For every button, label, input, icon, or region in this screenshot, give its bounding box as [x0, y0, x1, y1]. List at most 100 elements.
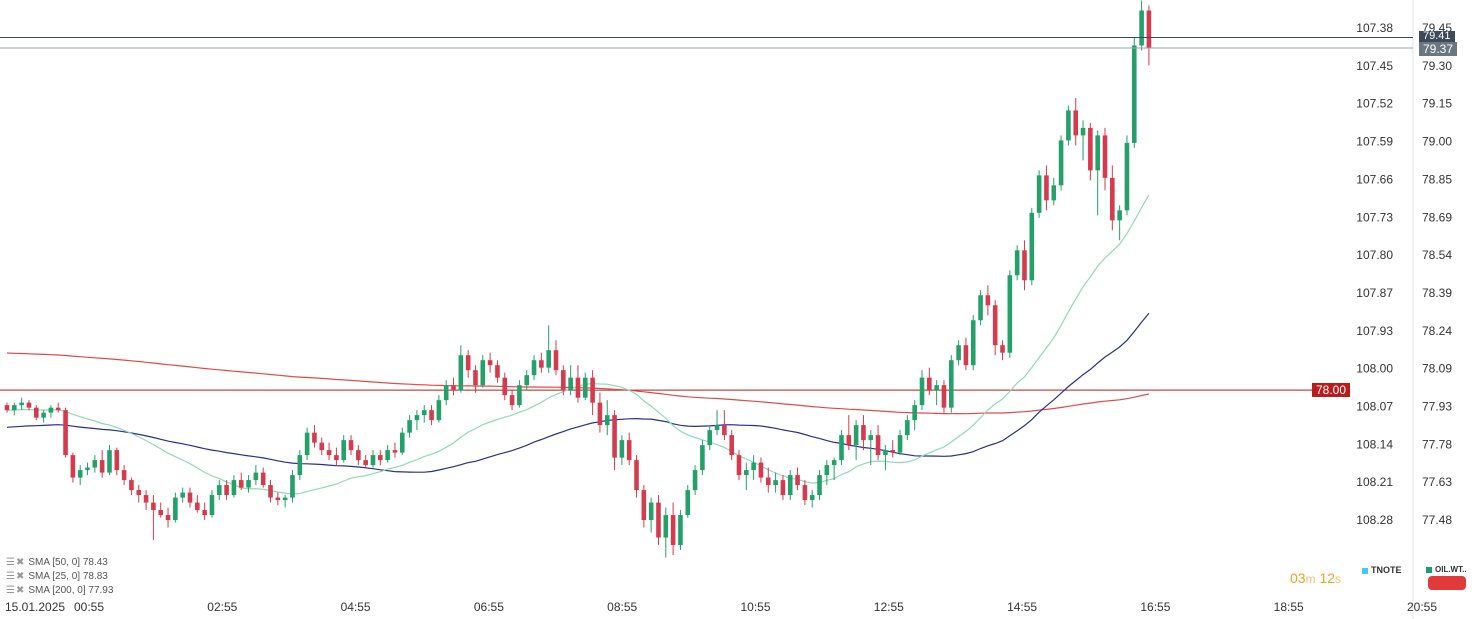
right-axis-tick: 77.93 [1422, 400, 1452, 414]
bearish-candle [1088, 127, 1093, 171]
bearish-candle [473, 370, 478, 386]
tnote-swatch [1362, 567, 1368, 574]
sma-50-legend[interactable]: ☰✖ SMA [50, 0] 78.43 [6, 557, 108, 569]
bullish-candle [700, 445, 705, 471]
legend-menu-icon[interactable]: ☰✖ [6, 571, 26, 582]
bullish-candle [1014, 250, 1020, 276]
bearish-candle [597, 402, 603, 426]
bearish-candle [312, 432, 317, 443]
bullish-candle [458, 355, 464, 391]
bearish-candle [670, 515, 676, 546]
bearish-candle [348, 440, 354, 451]
bearish-candle [553, 350, 559, 371]
bullish-candle [707, 430, 713, 446]
bullish-candle [714, 425, 720, 431]
bullish-candle [919, 377, 925, 406]
right-axis-tick: 78.09 [1422, 362, 1452, 376]
bullish-candle [341, 440, 347, 461]
bearish-candle [626, 440, 632, 461]
bullish-candle [304, 432, 310, 456]
bearish-candle [392, 450, 398, 453]
bullish-candle [1029, 212, 1035, 281]
bullish-candle [883, 450, 888, 456]
bearish-candle [195, 502, 200, 511]
bearish-candle [465, 355, 471, 371]
x-axis-tick: 16:55 [1140, 600, 1170, 614]
bearish-candle [143, 495, 149, 503]
bearish-candle [495, 365, 500, 378]
bullish-candle [619, 440, 625, 458]
bearish-candle [1022, 250, 1027, 281]
bullish-candle [173, 497, 178, 521]
bearish-candle [985, 295, 991, 306]
bearish-candle [963, 345, 969, 366]
bearish-candle [99, 460, 105, 473]
right-axis-tick: 78.39 [1422, 286, 1452, 300]
bullish-candle [1080, 127, 1086, 136]
left-axis-tick: 107.59 [1356, 135, 1393, 149]
bullish-candle [399, 432, 405, 453]
bullish-candle [568, 377, 573, 391]
bullish-candle [1117, 210, 1122, 221]
bearish-candle [780, 480, 786, 496]
bullish-candle [209, 495, 215, 516]
bearish-candle [590, 377, 595, 403]
bearish-candle [992, 305, 998, 346]
bullish-candle [853, 425, 859, 446]
bullish-candle [1124, 142, 1130, 211]
left-axis-tick: 108.21 [1356, 475, 1393, 489]
bullish-candle [604, 415, 610, 426]
bearish-candle [509, 395, 515, 406]
trade-button[interactable] [1428, 576, 1466, 590]
left-axis-tick: 108.00 [1356, 362, 1393, 376]
bullish-candle [692, 470, 698, 491]
legend-menu-icon[interactable]: ☰✖ [6, 585, 26, 596]
bullish-candle [370, 455, 376, 466]
price-lines-layer [0, 36, 1413, 49]
bearish-candle [26, 402, 32, 408]
bullish-candle [897, 435, 903, 453]
candle-countdown: 03m 12s [1290, 570, 1341, 586]
bullish-candle [421, 410, 427, 416]
bearish-candle [4, 405, 10, 411]
bearish-candle [722, 425, 727, 436]
bullish-candle [517, 385, 522, 406]
legend-menu-icon[interactable]: ☰✖ [6, 557, 26, 568]
x-axis-tick: 12:55 [874, 600, 904, 614]
bullish-candle [414, 415, 420, 421]
bearish-candle [202, 510, 207, 516]
left-axis-tick: 107.66 [1356, 172, 1393, 186]
bullish-candle [1066, 110, 1071, 141]
bearish-candle [238, 480, 244, 488]
bearish-candle [1044, 175, 1049, 201]
bearish-candle [260, 472, 266, 486]
bearish-candle [802, 485, 808, 501]
bullish-candle [685, 490, 691, 516]
bullish-candle [948, 360, 954, 408]
sma-200-legend[interactable]: ☰✖ SMA [200, 0] 77.93 [6, 585, 113, 597]
bearish-candle [165, 515, 171, 521]
sma-25-legend[interactable]: ☰✖ SMA [25, 0] 78.83 [6, 571, 108, 583]
level-price-badge: 78.00 [1312, 383, 1351, 398]
right-axis-tick: 78.24 [1422, 324, 1452, 338]
bullish-candle [92, 460, 98, 468]
bearish-candle [356, 450, 361, 461]
bearish-candle [63, 410, 68, 456]
sma-200-label: SMA [200, 0] 77.93 [28, 585, 114, 596]
bullish-candle [824, 465, 830, 476]
bearish-candle [55, 407, 61, 411]
bullish-candle [1007, 275, 1013, 353]
left-axis-tick: 107.45 [1356, 59, 1393, 73]
level-price-label: 78.00 [1316, 383, 1347, 398]
bearish-candle [121, 470, 127, 481]
bullish-candle [905, 420, 910, 436]
bearish-candle [429, 410, 434, 421]
left-axis-tick: 107.93 [1356, 324, 1393, 338]
bearish-candle [846, 435, 852, 446]
instrument-tag-tnote[interactable]: TNOTE [1362, 565, 1402, 575]
bullish-candle [648, 502, 654, 521]
bearish-candle [736, 455, 742, 476]
instrument-tag-oil[interactable]: OIL.WT.. [1426, 565, 1467, 574]
bearish-candle [641, 490, 647, 521]
